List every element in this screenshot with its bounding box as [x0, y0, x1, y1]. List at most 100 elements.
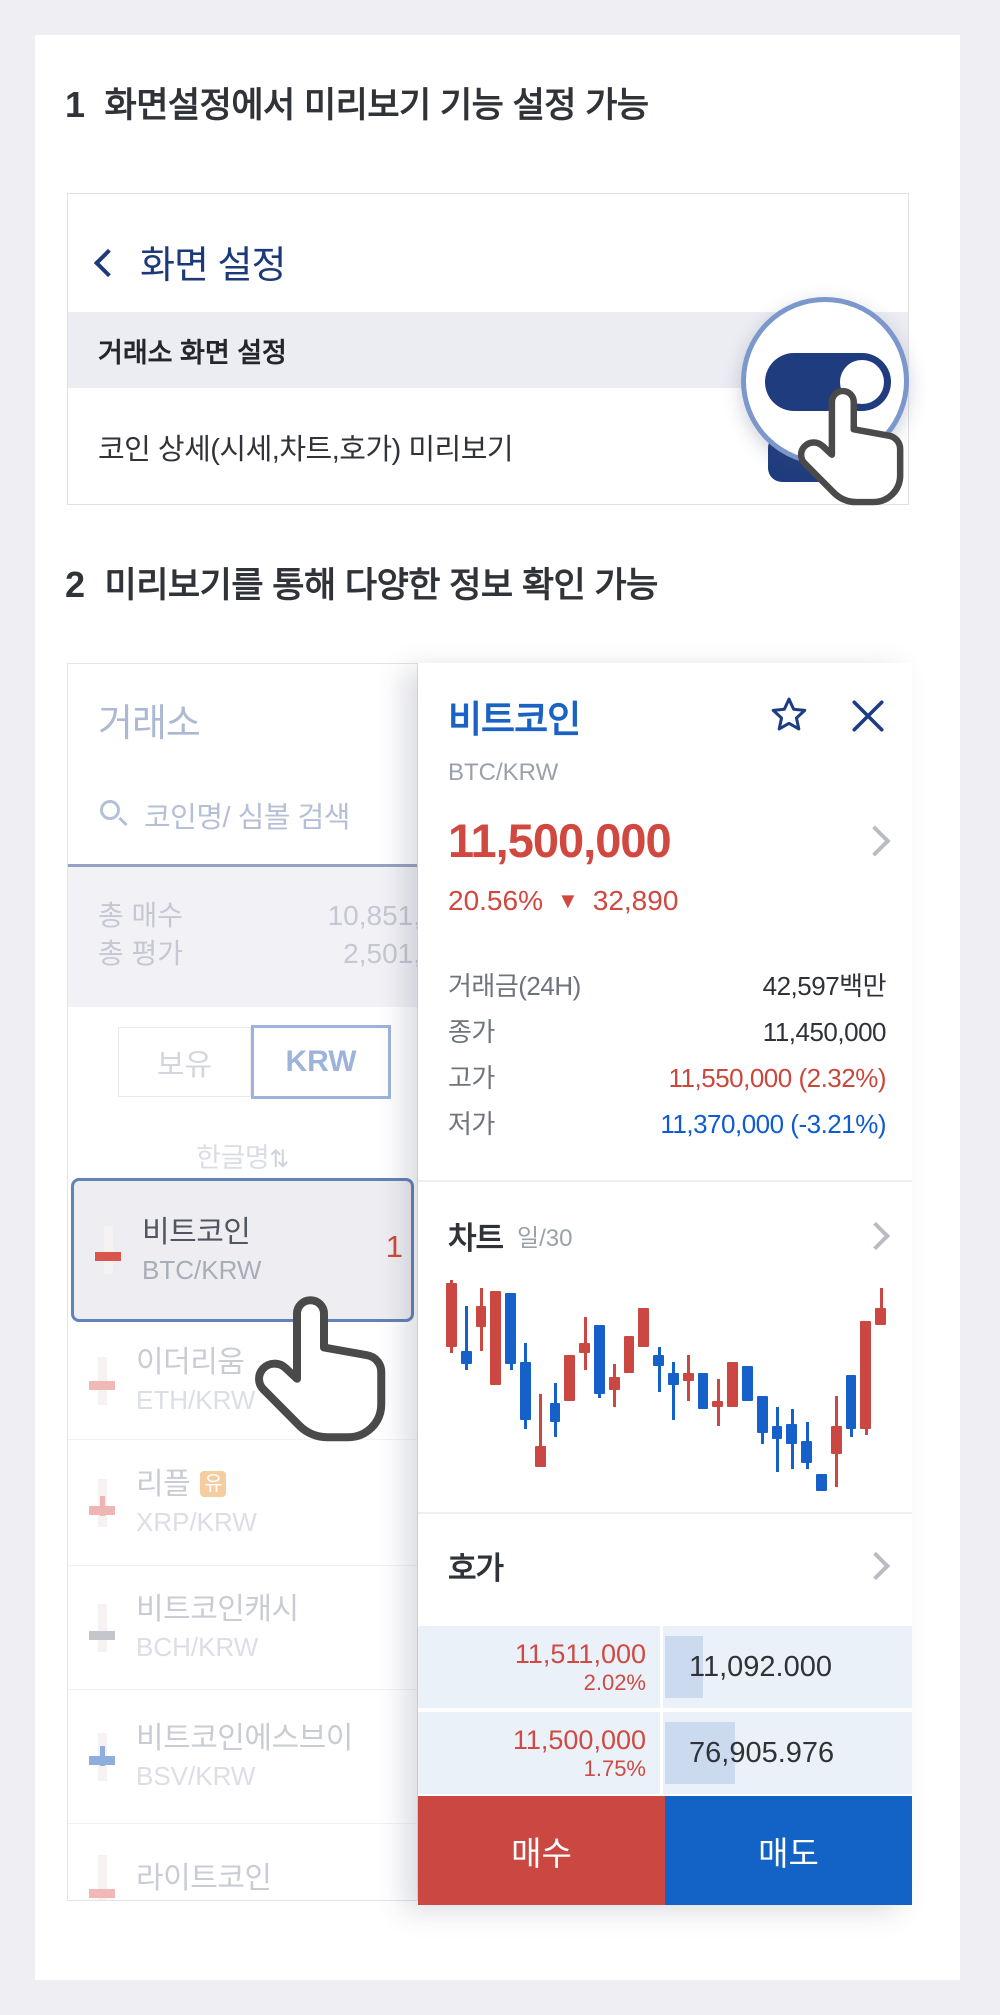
- mini-candle-icon: [89, 1356, 115, 1405]
- sort-icon: ⇅: [269, 1146, 289, 1173]
- total-eval-value: 2,501,: [343, 938, 418, 969]
- total-buy-value: 10,851,: [327, 900, 418, 931]
- sell-button[interactable]: 매도: [665, 1796, 912, 1905]
- toggle-knob: [840, 360, 884, 404]
- coin-list-item[interactable]: 리플 유 XRP/KRW: [68, 1440, 417, 1566]
- candle-chart: [444, 1278, 888, 1493]
- step1-number: 1: [65, 84, 85, 125]
- search-icon: [98, 798, 128, 832]
- back-chevron-icon[interactable]: [93, 248, 123, 277]
- chevron-right-icon: [861, 1551, 891, 1580]
- buy-button[interactable]: 매수: [418, 1796, 665, 1905]
- orderbook-row[interactable]: 11,500,000 1.75% 76,905.976: [418, 1712, 912, 1794]
- coin-name: 비트코인캐시: [136, 1593, 299, 1626]
- stat-label: 거래금(24H): [448, 971, 581, 1001]
- detail-price: 11,500,000: [448, 814, 672, 867]
- chart-period: 일/30: [517, 1225, 573, 1252]
- coin-list-item[interactable]: 비트코인에스브이 BSV/KRW: [68, 1690, 417, 1824]
- coin-list: 비트코인 BTC/KRW 1 이더리움 ETH/KRW 리플 유 XRP/KRW 비트코인캐시 B…: [68, 1178, 417, 1900]
- orderbook-percent: 2.02%: [583, 1669, 646, 1695]
- mini-candle-icon: [89, 1854, 115, 1900]
- candle-body: [712, 1400, 724, 1407]
- candle-body: [771, 1426, 783, 1440]
- stat-label: 고가: [448, 1063, 495, 1093]
- coin-detail-panel: 비트코인 BTC/KRW 11,500,000 20.56% ▼ 32,8: [418, 663, 912, 1905]
- orderbook-price: 11,511,000: [514, 1638, 646, 1669]
- orderbook-title: 호가: [448, 1551, 504, 1586]
- coin-name: 리플 유: [136, 1467, 257, 1503]
- candle-body: [845, 1374, 857, 1429]
- orderbook-qty-cell: 11,092.000: [663, 1626, 912, 1708]
- down-arrow-icon: ▼: [556, 888, 579, 913]
- detail-price-row[interactable]: 11,500,000: [448, 813, 891, 868]
- coin-name: 비트코인: [142, 1215, 251, 1249]
- candle-wick: [539, 1394, 543, 1468]
- mini-candle-icon: [89, 1732, 115, 1781]
- favorite-star-icon[interactable]: [768, 696, 810, 736]
- coin-name: 라이트코인: [136, 1861, 272, 1895]
- exchange-title: 거래소: [98, 703, 201, 745]
- coin-pair: BSV/KRW: [136, 1761, 256, 1791]
- mini-candle-icon: [89, 1478, 115, 1527]
- coin-name: 이더리움: [136, 1346, 245, 1379]
- close-icon[interactable]: [850, 698, 886, 734]
- filter-krw-button[interactable]: KRW: [251, 1025, 391, 1099]
- coin-name: 비트코인에스브이: [136, 1722, 353, 1755]
- coin-pair: BCH/KRW: [136, 1632, 259, 1662]
- step1-title: 화면설정에서 미리보기 기능 설정 가능: [104, 86, 650, 125]
- candle-body: [816, 1473, 827, 1491]
- detail-coin-name: 비트코인: [448, 699, 581, 740]
- guide-page: 1 화면설정에서 미리보기 기능 설정 가능 화면 설정 거래소 화면 설정 코…: [35, 35, 960, 1980]
- coin-list-item[interactable]: 이더리움 ETH/KRW: [68, 1322, 417, 1440]
- candle-body: [756, 1396, 768, 1433]
- candle-body: [534, 1445, 546, 1468]
- step1-heading: 1 화면설정에서 미리보기 기능 설정 가능: [65, 77, 649, 128]
- stat-row: 거래금(24H) 42,597백만: [448, 963, 887, 1009]
- market-filter-tabs: 보유 KRW: [118, 1025, 391, 1099]
- coin-name-group: 비트코인에스브이 BSV/KRW: [136, 1721, 353, 1792]
- step2-heading: 2 미리보기를 통해 다양한 정보 확인 가능: [65, 557, 658, 608]
- column-header-name[interactable]: 한글명⇅: [68, 1136, 417, 1175]
- coin-list-item[interactable]: 비트코인 BTC/KRW 1: [71, 1178, 414, 1322]
- stat-row: 종가 11,450,000: [448, 1009, 887, 1055]
- settings-nav: 화면 설정: [68, 194, 908, 289]
- coin-name-group: 이더리움 ETH/KRW: [136, 1345, 255, 1416]
- candle-body: [475, 1305, 487, 1328]
- stat-row: 저가 11,370,000 (-3.21%): [448, 1101, 886, 1147]
- search-underline: [68, 864, 417, 867]
- orderbook-section-header[interactable]: 호가: [448, 1543, 891, 1588]
- divider: [418, 1180, 912, 1182]
- search-placeholder: 코인명/ 심볼 검색: [144, 802, 350, 834]
- total-eval-row: 총 평가 2,501,: [68, 935, 417, 973]
- step2-number: 2: [65, 564, 85, 605]
- stat-label: 종가: [448, 1017, 495, 1047]
- candle-body: [460, 1351, 472, 1364]
- candle-body: [830, 1426, 842, 1455]
- total-eval-label: 총 평가: [98, 938, 184, 969]
- orderbook-row[interactable]: 11,511,000 2.02% 11,092.000: [418, 1626, 912, 1708]
- candle-body: [608, 1376, 620, 1390]
- stat-value: 11,370,000 (-3.21%): [660, 1109, 886, 1139]
- settings-card: 화면 설정 거래소 화면 설정 코인 상세(시세,차트,호가) 미리보기: [67, 193, 909, 506]
- toggle-on-icon[interactable]: [765, 353, 891, 411]
- chart-section-header[interactable]: 차트 일/30: [448, 1213, 891, 1258]
- preview-setting-row: 코인 상세(시세,차트,호가) 미리보기: [68, 388, 908, 506]
- filter-hold-button[interactable]: 보유: [118, 1027, 251, 1097]
- candle-body: [801, 1441, 812, 1463]
- candle-body: [786, 1424, 798, 1444]
- coin-pair: ETH/KRW: [136, 1385, 256, 1415]
- caution-badge: 유: [200, 1471, 227, 1497]
- coin-search-input[interactable]: 코인명/ 심볼 검색: [98, 794, 350, 836]
- candle-body: [653, 1355, 664, 1367]
- coin-list-item[interactable]: 비트코인캐시 BCH/KRW: [68, 1566, 417, 1690]
- chevron-right-icon: [859, 824, 891, 857]
- candle-body: [549, 1402, 561, 1423]
- coin-pair: BTC/KRW: [142, 1254, 262, 1285]
- candle-body: [623, 1336, 635, 1373]
- orderbook-price: 11,500,000: [512, 1724, 646, 1755]
- depth-bar: [665, 1722, 735, 1784]
- coin-list-item[interactable]: 라이트코인: [68, 1824, 417, 1900]
- orderbook-qty: 11,092.000: [689, 1650, 832, 1683]
- candle-body: [875, 1308, 886, 1326]
- column-header-label: 한글명: [196, 1143, 270, 1173]
